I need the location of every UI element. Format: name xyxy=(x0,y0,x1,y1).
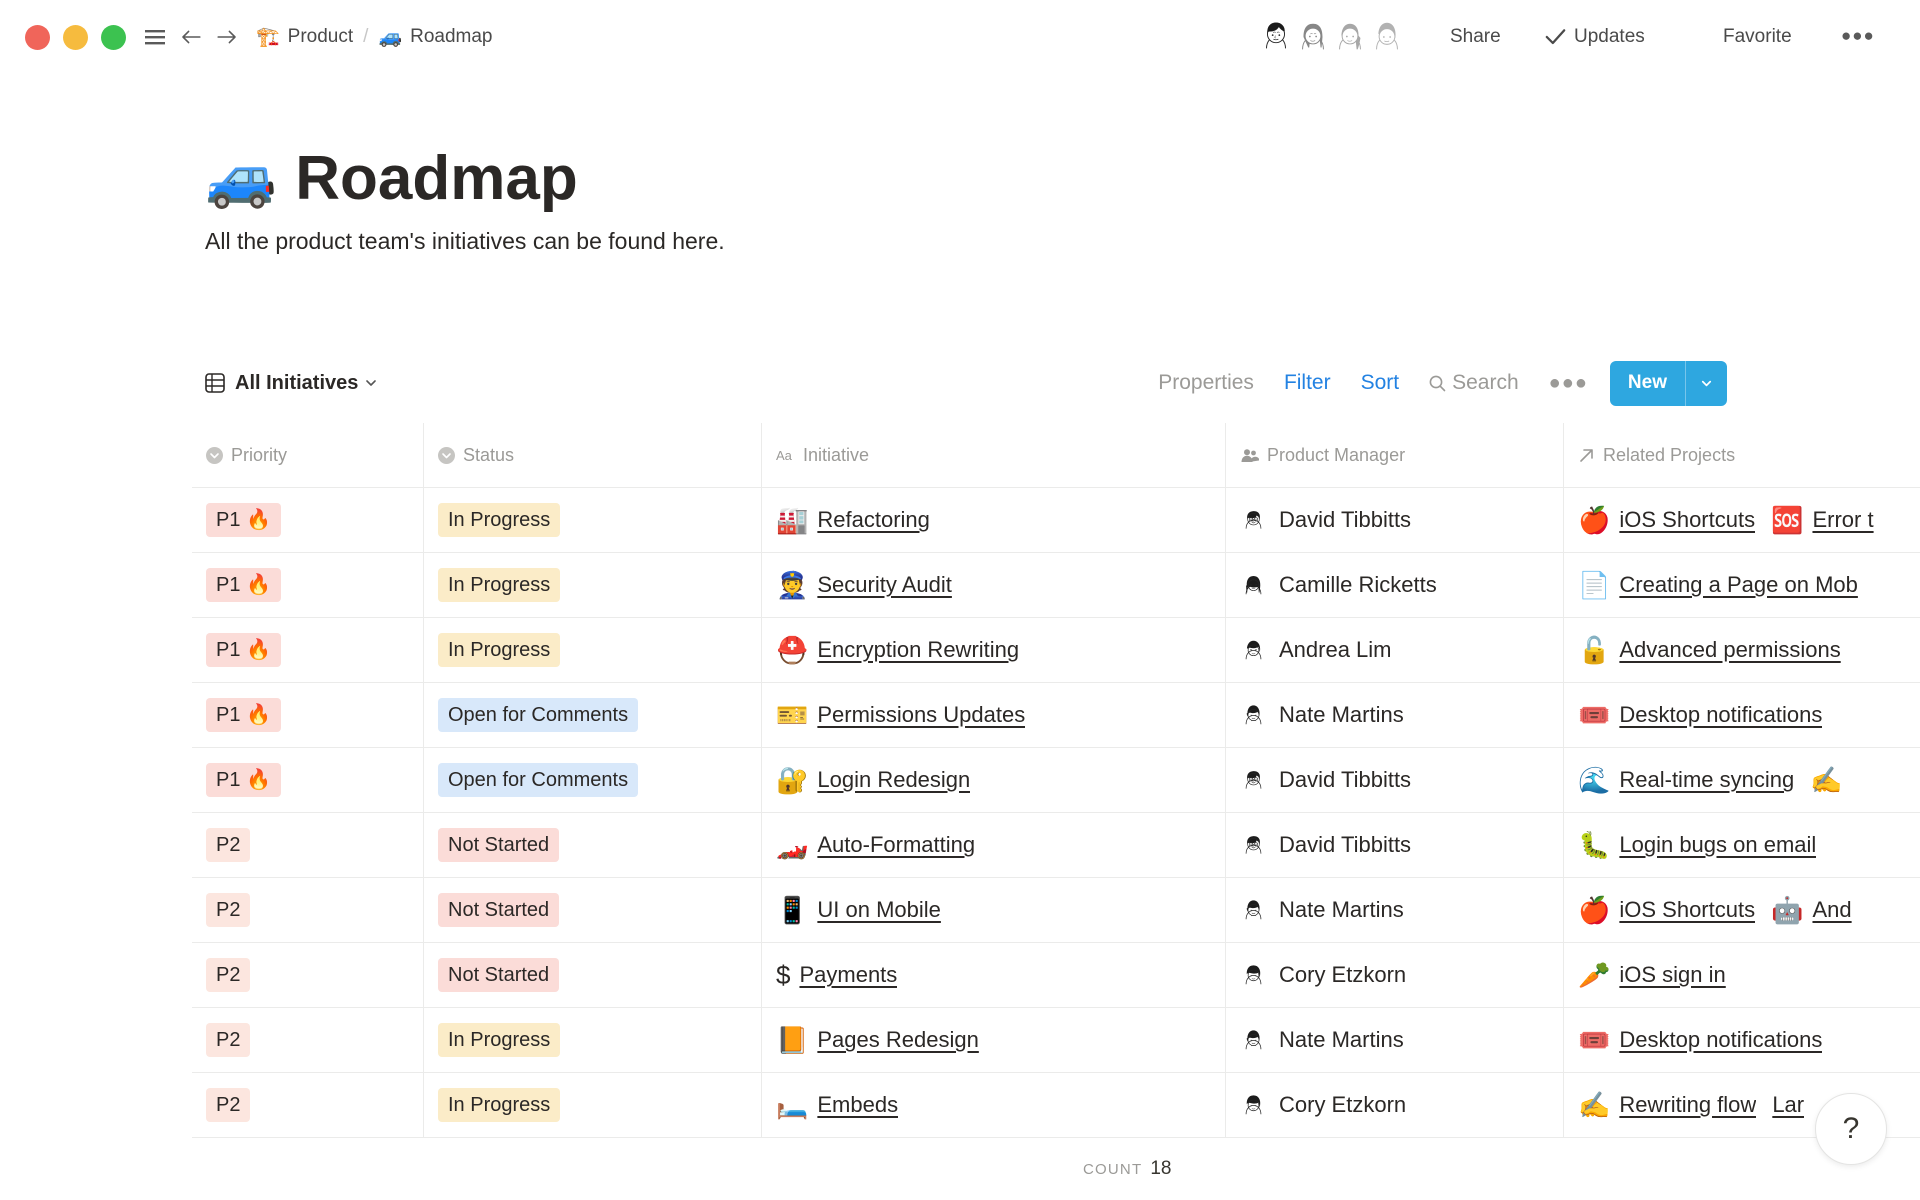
svg-text:Aa: Aa xyxy=(776,448,793,463)
